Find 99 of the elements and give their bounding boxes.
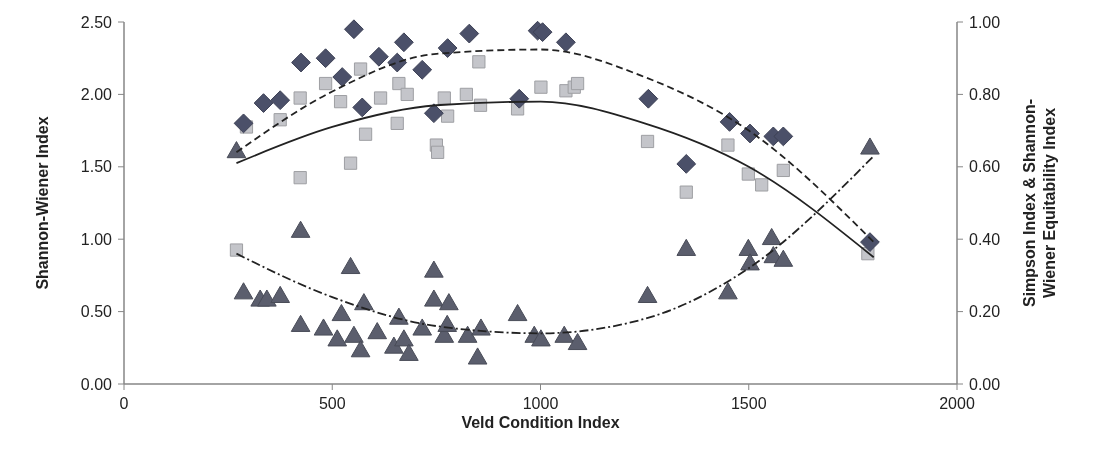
point (554, 325, 575, 343)
point (291, 52, 311, 73)
point (394, 329, 414, 347)
point (773, 249, 794, 267)
y2-tick-label: 0.00 (969, 375, 1001, 393)
point (350, 340, 371, 358)
point (313, 318, 334, 336)
point (531, 329, 551, 347)
point (233, 282, 254, 300)
point (459, 23, 480, 44)
point (390, 116, 404, 130)
y2-axis-title: Simpson Index & Shannon-Wiener Equitability Index (1021, 98, 1058, 308)
point (358, 127, 373, 141)
point (741, 167, 755, 181)
point (721, 138, 735, 152)
point (424, 260, 444, 278)
point (740, 253, 760, 271)
y2-tick-label: 0.40 (969, 230, 1001, 248)
x-tick-label: 500 (318, 395, 346, 412)
point (676, 238, 697, 256)
point (384, 336, 404, 354)
point (315, 48, 336, 69)
y2-tick-label: 0.80 (969, 86, 1001, 103)
point (344, 325, 364, 343)
point (437, 91, 451, 105)
point (679, 185, 693, 199)
point (761, 227, 782, 246)
point (270, 90, 291, 111)
point (556, 32, 576, 53)
point (344, 19, 364, 40)
point (532, 22, 553, 43)
x-axis-title: Veld Condition Index (461, 414, 620, 431)
point (353, 62, 368, 76)
point (226, 141, 247, 159)
point (507, 303, 528, 322)
point (437, 38, 458, 58)
point (233, 113, 254, 134)
point (270, 285, 290, 303)
point (638, 88, 659, 109)
point (327, 329, 348, 347)
point (373, 91, 388, 105)
y-tick-label: 2.50 (80, 13, 113, 31)
point (412, 59, 433, 80)
point (423, 103, 444, 124)
point (253, 93, 274, 113)
point (459, 87, 473, 102)
point (332, 67, 353, 87)
point (637, 285, 658, 303)
point (352, 97, 373, 118)
point (343, 156, 358, 170)
point (340, 256, 361, 275)
point (318, 76, 333, 91)
y2-tick-label: 0.20 (969, 303, 1001, 321)
point (424, 289, 444, 307)
point (293, 91, 307, 105)
point (399, 343, 419, 361)
point (229, 243, 244, 257)
y-tick-label: 2.00 (80, 86, 113, 103)
point (472, 55, 486, 69)
point (293, 171, 307, 185)
point (640, 134, 655, 149)
point (755, 178, 769, 192)
point (441, 109, 455, 123)
point (290, 314, 311, 332)
x-tick-label: 1500 (730, 395, 767, 412)
point (257, 289, 277, 307)
point (333, 95, 348, 109)
x-tick-label: 2000 (939, 395, 975, 412)
point (457, 325, 478, 343)
point (740, 123, 760, 144)
point (392, 76, 406, 91)
point (738, 238, 759, 256)
point (570, 76, 585, 91)
y-tick-label: 1.00 (80, 230, 113, 248)
point (394, 32, 414, 53)
point (439, 293, 459, 311)
point (773, 126, 794, 147)
point (567, 332, 588, 351)
y-tick-label: 0.50 (80, 303, 113, 321)
x-tick-label: 1000 (522, 395, 559, 412)
y-axis-title: Shannon-Wiener Index (34, 116, 51, 290)
y2-tick-label: 1.00 (969, 13, 1001, 31)
point (467, 347, 488, 365)
point (676, 154, 697, 174)
point (860, 232, 880, 252)
point (431, 145, 445, 159)
y2-tick-label: 0.60 (969, 158, 1001, 176)
point (534, 80, 548, 94)
point (331, 303, 352, 322)
point (400, 87, 414, 102)
point (369, 46, 389, 67)
y-tick-label: 0.00 (80, 375, 113, 393)
point (718, 282, 738, 300)
x-tick-label: 0 (119, 395, 129, 412)
point (412, 318, 433, 336)
point (290, 220, 311, 238)
y-tick-label: 1.50 (80, 158, 113, 176)
point (367, 322, 388, 340)
point (776, 163, 790, 178)
